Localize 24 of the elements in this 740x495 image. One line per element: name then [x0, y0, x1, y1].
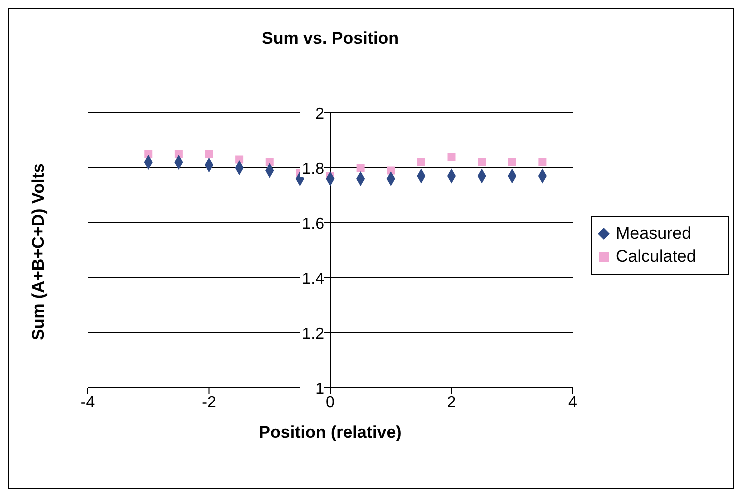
- y-tick-label: 1.2: [302, 326, 325, 343]
- x-tick-label: 4: [568, 394, 578, 412]
- y-tick-label: 1.6: [302, 216, 325, 233]
- legend-label: Calculated: [616, 246, 696, 266]
- y-axis-title: Sum (A+B+C+D) Volts: [29, 164, 48, 340]
- x-tick-label: -2: [202, 394, 216, 412]
- chart-title: Sum vs. Position: [261, 29, 400, 49]
- x-tick-label: 0: [326, 394, 336, 412]
- x-tick-label: -4: [80, 394, 96, 412]
- point: [538, 158, 547, 166]
- legend-label: Measured: [616, 224, 692, 244]
- point: [266, 158, 274, 166]
- point: [508, 158, 516, 166]
- y-tick-label: 2: [316, 106, 325, 123]
- point: [356, 164, 365, 172]
- x-tick-label: 2: [447, 394, 456, 412]
- point: [417, 158, 426, 166]
- x-axis-title: Position (relative): [259, 423, 402, 442]
- point: [205, 150, 214, 158]
- y-tick-label: 1: [316, 381, 325, 398]
- point: [478, 158, 486, 166]
- point: [448, 153, 456, 161]
- y-tick-label: 1.4: [302, 271, 325, 288]
- y-tick-label: 1.8: [302, 161, 325, 178]
